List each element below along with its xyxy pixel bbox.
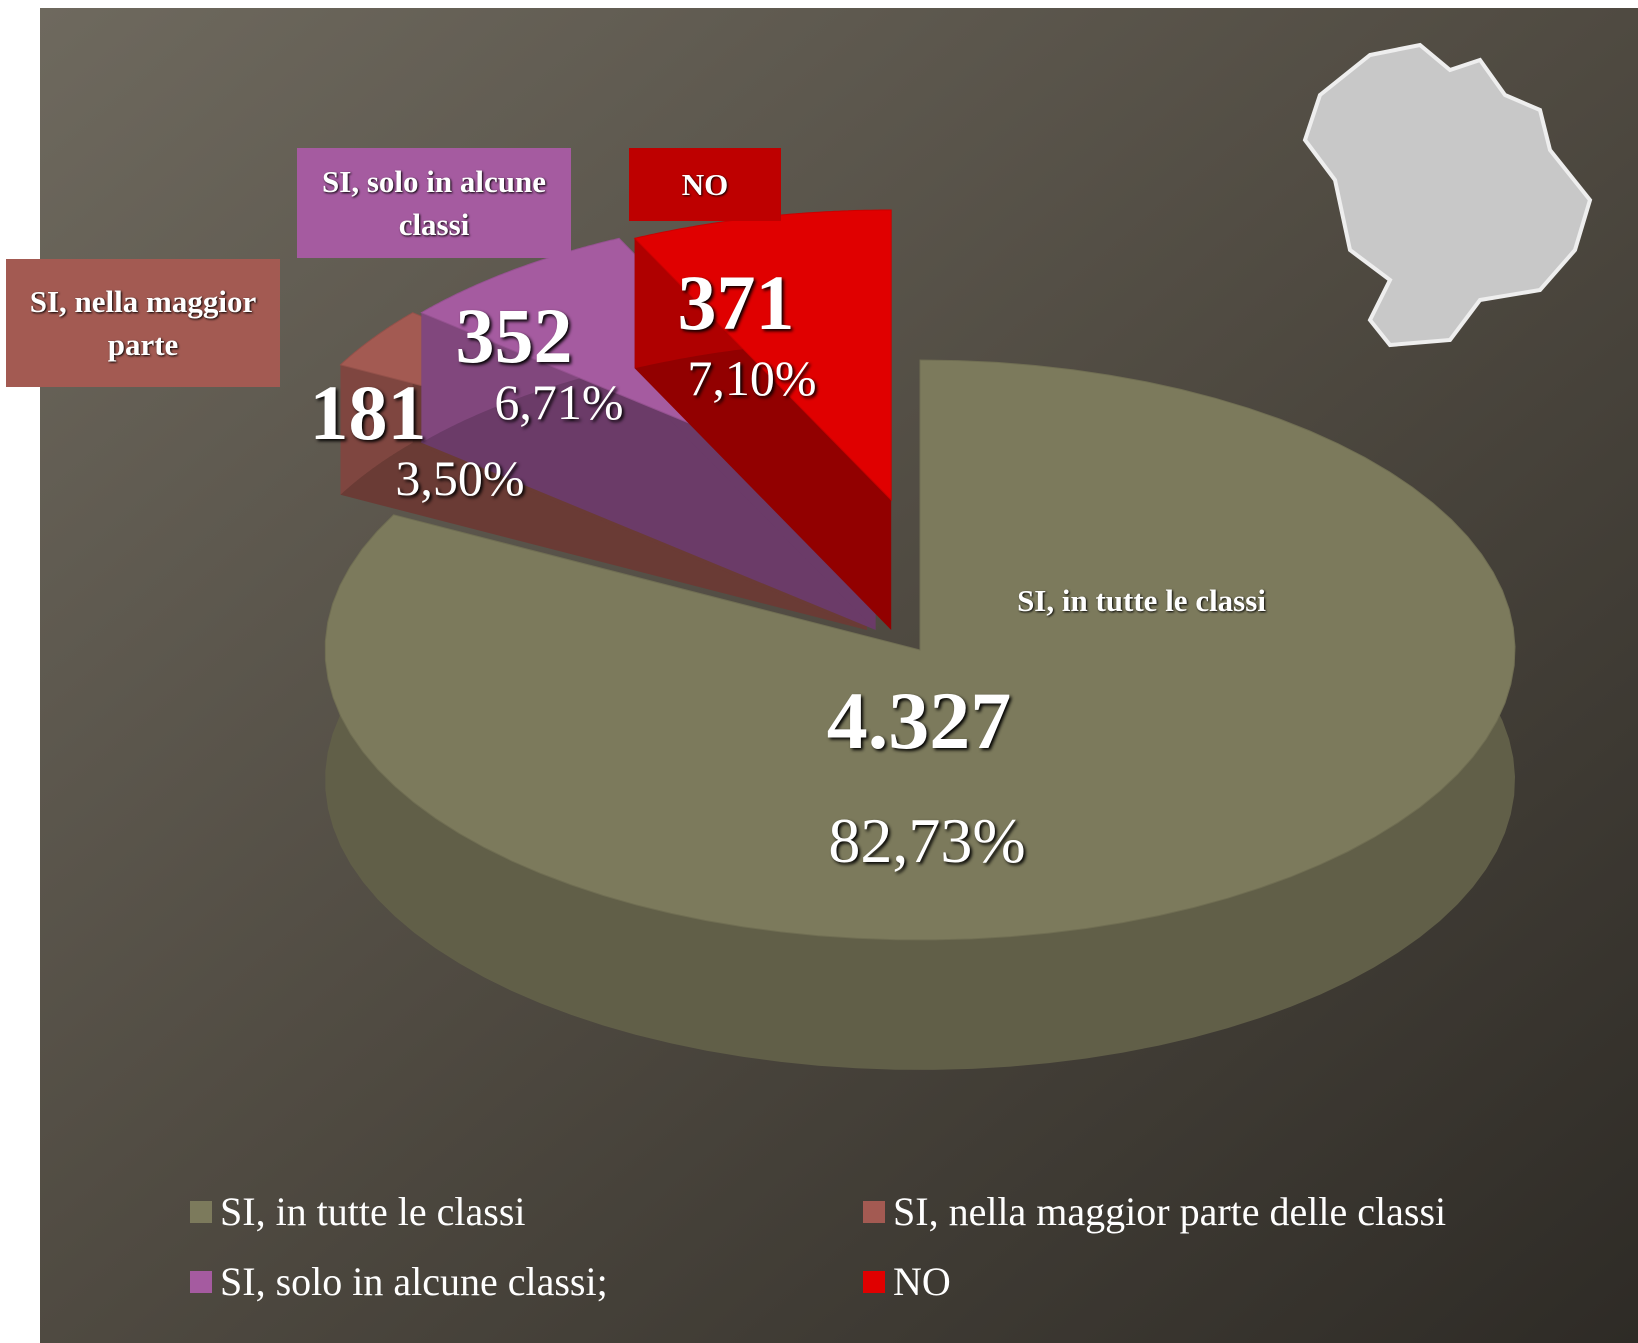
- callout: SI, nella maggior parte: [6, 259, 280, 387]
- legend-entry: SI, solo in alcune classi;: [190, 1258, 608, 1305]
- legend-entry: SI, nella maggior parte delle classi: [863, 1188, 1446, 1235]
- legend-label: SI, nella maggior parte delle classi: [893, 1188, 1446, 1235]
- value-label: 371: [678, 258, 795, 348]
- percent-label: 3,50%: [395, 449, 524, 507]
- legend-swatch: [863, 1201, 885, 1223]
- callout: NO: [629, 148, 781, 221]
- legend-label: SI, in tutte le classi: [220, 1188, 526, 1235]
- callout: SI, in tutte le classi: [998, 541, 1285, 661]
- value-label: 352: [456, 291, 573, 381]
- value-label: 181: [310, 368, 427, 458]
- page: SI, in tutte le classi 4.327 82,73% SI, in …: [0, 0, 1638, 1343]
- value-label: 4.327: [827, 674, 1012, 768]
- legend-label: SI, solo in alcune classi;: [220, 1258, 608, 1305]
- callout: SI, solo in alcune classi: [297, 148, 571, 258]
- percent-label: 82,73%: [828, 804, 1025, 878]
- legend-entry: NO: [863, 1258, 951, 1305]
- percent-label: 6,71%: [494, 373, 623, 431]
- percent-label: 7,10%: [687, 349, 816, 407]
- legend-swatch: [863, 1271, 885, 1293]
- legend-swatch: [190, 1201, 212, 1223]
- legend-entry: SI, in tutte le classi: [190, 1188, 526, 1235]
- legend-swatch: [190, 1271, 212, 1293]
- chart: [0, 0, 1638, 1343]
- legend-label: NO: [893, 1258, 951, 1305]
